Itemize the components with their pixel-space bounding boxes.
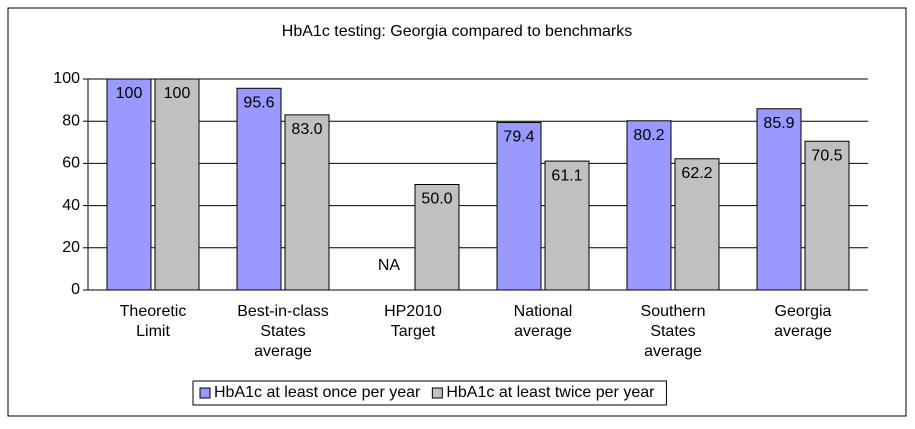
data-label: 62.2 bbox=[681, 165, 712, 182]
bar bbox=[106, 78, 152, 291]
x-tick-label-line: States bbox=[260, 323, 305, 340]
x-tick-label-line: Theoretic bbox=[120, 303, 187, 320]
data-label: 100 bbox=[116, 85, 143, 102]
x-tick-label-line: Best-in-class bbox=[237, 303, 329, 320]
bar bbox=[544, 160, 590, 291]
data-label: 50.0 bbox=[421, 191, 452, 208]
y-tick-label: 100 bbox=[53, 70, 80, 87]
bar bbox=[756, 108, 802, 291]
data-label: 70.5 bbox=[811, 147, 842, 164]
x-tick-label-line: States bbox=[650, 323, 695, 340]
x-tick-label-line: Target bbox=[391, 323, 436, 340]
x-tick-label: Best-in-class States average bbox=[237, 303, 329, 360]
y-tick-label: 80 bbox=[62, 112, 80, 129]
data-label: 95.6 bbox=[243, 95, 274, 112]
data-label: 61.1 bbox=[551, 167, 582, 184]
x-tick-label: Georgia average bbox=[774, 303, 832, 340]
bar bbox=[284, 114, 330, 291]
data-label: 100 bbox=[164, 85, 191, 102]
x-tick-label-line: average bbox=[644, 343, 702, 360]
data-label: 83.0 bbox=[291, 121, 322, 138]
bar bbox=[236, 87, 282, 291]
y-tick-label: 60 bbox=[62, 155, 80, 172]
legend-label: HbA1c at least once per year bbox=[214, 384, 421, 401]
x-tick-label: Southern States average bbox=[641, 303, 706, 360]
y-tick-label: 40 bbox=[62, 197, 80, 214]
x-tick-label-line: average bbox=[774, 323, 832, 340]
data-label: NA bbox=[378, 257, 401, 274]
x-tick-label-line: HP2010 bbox=[384, 303, 442, 320]
legend: HbA1c at least once per year HbA1c at lea… bbox=[192, 380, 667, 406]
x-tick-label: Theoretic Limit bbox=[120, 303, 187, 340]
legend-box bbox=[192, 380, 667, 406]
data-label: 85.9 bbox=[763, 115, 794, 132]
y-tick-label: 20 bbox=[62, 239, 80, 256]
y-tick-label: 0 bbox=[71, 281, 80, 298]
x-tick-label-line: Georgia bbox=[775, 303, 832, 320]
chart-title: HbA1c testing: Georgia compared to bench… bbox=[282, 23, 632, 40]
legend-label: HbA1c at least twice per year bbox=[446, 384, 655, 401]
legend-swatch bbox=[199, 387, 211, 399]
bar bbox=[804, 140, 850, 291]
x-tick-label-line: average bbox=[514, 323, 572, 340]
x-tick-label-line: National bbox=[514, 303, 573, 320]
x-tick-label-line: average bbox=[254, 343, 312, 360]
bar bbox=[674, 158, 720, 291]
bar bbox=[414, 184, 460, 291]
x-tick-label: HP2010 Target bbox=[384, 303, 442, 340]
bar bbox=[154, 78, 200, 291]
legend-swatch bbox=[431, 387, 443, 399]
bar bbox=[626, 120, 672, 291]
bar bbox=[496, 121, 542, 291]
x-tick-label-line: Southern bbox=[641, 303, 706, 320]
x-tick-label: National average bbox=[514, 303, 573, 340]
data-label: 79.4 bbox=[503, 129, 534, 146]
data-label: 80.2 bbox=[633, 127, 664, 144]
x-tick-label-line: Limit bbox=[136, 323, 170, 340]
